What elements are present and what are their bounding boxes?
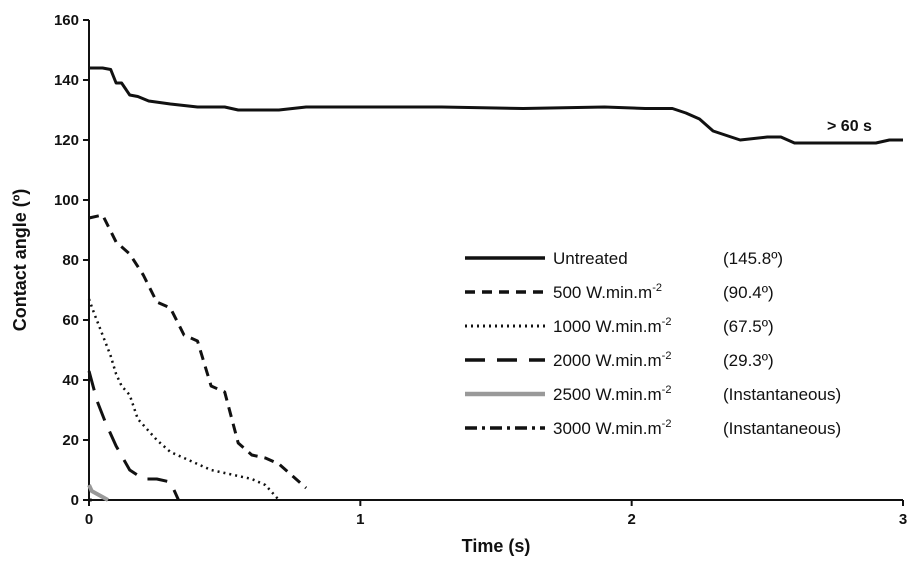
legend-value: (Instantaneous) xyxy=(723,419,841,438)
legend-label: 3000 W.min.m-2 xyxy=(553,418,671,438)
legend-label: 2000 W.min.m-2 xyxy=(553,350,671,370)
legend-item: 1000 W.min.m-2 (67.5º) xyxy=(465,316,774,336)
y-axis-title: Contact angle (º) xyxy=(10,189,30,332)
legend-value: (145.8º) xyxy=(723,249,783,268)
y-tick-label: 160 xyxy=(54,12,79,29)
series-line-2 xyxy=(87,298,280,501)
x-tick-label: 1 xyxy=(356,511,364,528)
y-tick-label: 20 xyxy=(62,432,79,449)
legend-item: 2500 W.min.m-2 (Instantaneous) xyxy=(465,384,841,404)
legend-value: (67.5º) xyxy=(723,317,774,336)
series-line-0 xyxy=(89,66,903,145)
y-tick-label: 60 xyxy=(62,312,79,329)
y-tick-label: 0 xyxy=(71,492,79,509)
y-tick-label: 140 xyxy=(54,72,79,89)
y-ticks: 0 20 40 60 80 100 120 140 160 xyxy=(54,12,89,509)
series-line-3 xyxy=(87,370,180,501)
legend: Untreated (145.8º) 500 W.min.m-2 (90.4º) 100… xyxy=(465,249,841,438)
legend-label: 2500 W.min.m-2 xyxy=(553,384,671,404)
legend-item: 500 W.min.m-2 (90.4º) xyxy=(465,282,774,302)
legend-label: 500 W.min.m-2 xyxy=(553,282,662,302)
x-axis-title: Time (s) xyxy=(462,536,531,556)
legend-value: (90.4º) xyxy=(723,283,774,302)
legend-value: (29.3º) xyxy=(723,351,774,370)
series-line-1 xyxy=(88,213,308,490)
series-group xyxy=(87,66,903,502)
legend-label: 1000 W.min.m-2 xyxy=(553,316,671,336)
x-tick-label: 0 xyxy=(85,511,93,528)
legend-item: 2000 W.min.m-2 (29.3º) xyxy=(465,350,774,370)
legend-item: 3000 W.min.m-2 (Instantaneous) xyxy=(465,418,841,438)
legend-value: (Instantaneous) xyxy=(723,385,841,404)
duration-annotation: > 60 s xyxy=(827,118,872,135)
series-line-4 xyxy=(87,484,109,502)
y-tick-label: 40 xyxy=(62,372,79,389)
y-tick-label: 80 xyxy=(62,252,79,269)
x-tick-label: 2 xyxy=(627,511,635,528)
legend-item: Untreated (145.8º) xyxy=(465,249,783,268)
x-tick-label: 3 xyxy=(899,511,907,528)
x-ticks: 0 1 2 3 xyxy=(85,500,907,528)
legend-label: Untreated xyxy=(553,249,628,268)
y-tick-label: 100 xyxy=(54,192,79,209)
y-tick-label: 120 xyxy=(54,132,79,149)
